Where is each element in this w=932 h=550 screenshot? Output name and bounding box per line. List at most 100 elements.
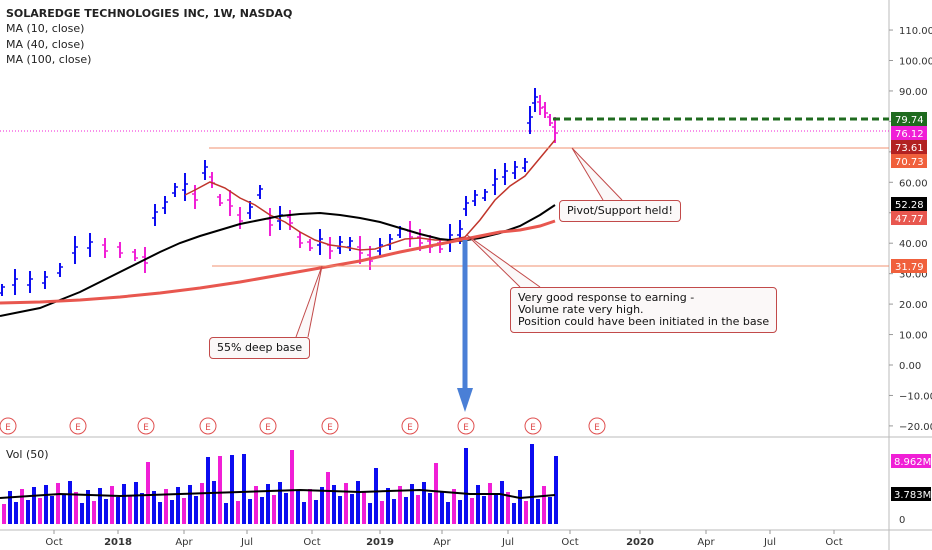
price-tick-label: 30.00: [899, 270, 928, 281]
volume-bar: [422, 482, 426, 524]
volume-bar: [230, 455, 234, 524]
price-label-box: [891, 126, 927, 140]
volume-bars: [0, 444, 558, 524]
time-tick-label: 2018: [104, 537, 132, 548]
volume-study-label[interactable]: Vol (50): [6, 448, 49, 461]
volume-label-text: 3.783M: [894, 490, 931, 501]
price-tick-label: 20.00: [899, 300, 928, 311]
pivot-callout[interactable]: Pivot/Support held!: [559, 200, 681, 222]
study-ma100[interactable]: MA (100, close): [6, 53, 92, 66]
volume-bar: [194, 496, 198, 524]
volume-bar: [410, 484, 414, 524]
volume-bar: [500, 481, 504, 524]
volume-bar: [8, 491, 12, 524]
volume-bar: [212, 481, 216, 524]
volume-bar: [338, 496, 342, 524]
volume-bar: [110, 486, 114, 524]
time-tick-label: Apr: [175, 537, 193, 548]
volume-bar: [176, 487, 180, 524]
volume-bar: [512, 503, 516, 524]
earnings-marker: [321, 417, 339, 435]
volume-bar: [332, 485, 336, 524]
earning-callout-pointer: [466, 234, 541, 288]
earnings-marker-label: E: [265, 423, 271, 433]
price-label-text: 79.74: [895, 115, 924, 126]
time-tick-label: 2019: [366, 537, 394, 548]
earnings-marker: [524, 417, 542, 435]
volume-bar: [278, 482, 282, 524]
volume-bar: [290, 450, 294, 524]
volume-bar: [140, 493, 144, 524]
pivot-callout-pointer: [571, 147, 623, 201]
annotations-drawn: [295, 147, 623, 412]
volume-bar: [266, 484, 270, 524]
volume-bar: [404, 497, 408, 524]
time-tick-label: Oct: [561, 537, 578, 548]
volume-bar: [398, 486, 402, 524]
price-tick-label: 90.00: [899, 87, 928, 98]
volume-bar: [494, 494, 498, 524]
earnings-marker: [401, 417, 419, 435]
price-axis[interactable]: 110.00100.0090.0080.0070.0060.0050.0040.…: [889, 26, 932, 526]
volume-bar: [56, 483, 60, 524]
volume-bar: [98, 488, 102, 524]
base-callout[interactable]: 55% deep base: [209, 337, 311, 359]
price-label-text: 70.73: [895, 157, 924, 168]
price-tick-label: −20.00: [899, 422, 932, 433]
ma-line-100: [0, 219, 556, 305]
volume-label-box: [891, 487, 931, 501]
volume-bar: [374, 468, 378, 524]
time-axis[interactable]: Oct 2018 Apr Jul Oct 2019 Apr Jul Oct 2020 Apr Jul O…: [45, 530, 843, 548]
time-tick-label: Jul: [501, 537, 514, 548]
volume-bar: [350, 494, 354, 524]
price-label-box: [891, 211, 927, 225]
price-bars: [0, 88, 558, 296]
base-callout-pointer: [295, 265, 323, 338]
time-tick-label: Oct: [45, 537, 62, 548]
volume-bar: [314, 500, 318, 524]
time-tick-label: Apr: [697, 537, 715, 548]
volume-bar: [488, 483, 492, 524]
volume-bar: [254, 486, 258, 524]
volume-bar: [368, 503, 372, 524]
volume-bar: [452, 489, 456, 524]
volume-bar: [392, 499, 396, 524]
earnings-marker: [588, 417, 606, 435]
price-tick-label: 60.00: [899, 178, 928, 189]
study-ma40[interactable]: MA (40, close): [6, 38, 85, 51]
volume-bar: [62, 494, 66, 524]
earning-callout[interactable]: Very good response to earning - Volume r…: [510, 287, 778, 333]
price-label-text: 52.28: [895, 200, 924, 211]
earnings-marker-label: E: [327, 423, 333, 433]
volume-bar: [170, 500, 174, 524]
level-lines: [0, 117, 889, 267]
price-tick-label: 100.00: [899, 57, 932, 68]
volume-bar: [20, 489, 24, 524]
earning-callout-line: Volume rate very high.: [518, 303, 644, 316]
volume-bar: [530, 444, 534, 524]
price-label-box: [891, 140, 927, 154]
study-ma10[interactable]: MA (10, close): [6, 22, 85, 35]
chart-title: SOLAREDGE TECHNOLOGIES INC, 1W, NASDAQ: [6, 7, 293, 20]
time-tick-label: Jul: [240, 537, 253, 548]
volume-bar: [50, 496, 54, 524]
price-label-box: [891, 154, 927, 168]
time-tick-label: Oct: [825, 537, 842, 548]
volume-bar: [458, 500, 462, 524]
earnings-marker-label: E: [205, 423, 211, 433]
earnings-marker: [457, 417, 475, 435]
volume-bar: [2, 504, 6, 524]
volume-bar: [26, 500, 30, 524]
price-label-text: 73.61: [895, 143, 924, 154]
earnings-marker-label: E: [143, 423, 149, 433]
earnings-marker: [69, 417, 87, 435]
volume-bar: [548, 497, 552, 524]
volume-bar: [380, 501, 384, 524]
volume-bar: [164, 489, 168, 524]
price-label-text: 76.12: [895, 129, 924, 140]
volume-bar: [206, 457, 210, 524]
volume-bar: [152, 491, 156, 524]
time-tick-label: 2020: [626, 537, 654, 548]
